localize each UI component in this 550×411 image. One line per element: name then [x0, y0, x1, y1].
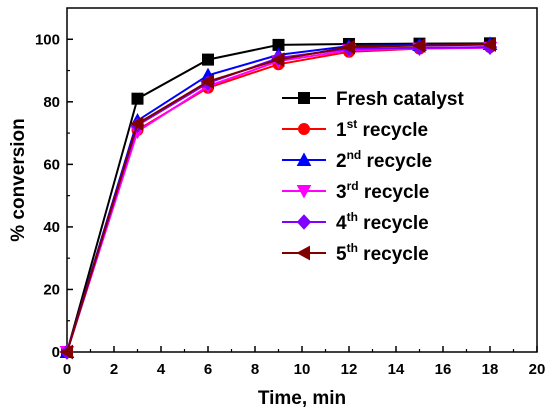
- x-tick-label: 0: [63, 361, 71, 378]
- legend: Fresh catalyst 1st recycle 2nd recycle 3rd …: [282, 89, 464, 265]
- x-tick-label: 18: [482, 361, 499, 378]
- data-point: [270, 52, 285, 67]
- legend-label: Fresh catalyst: [336, 89, 464, 110]
- data-point: [200, 74, 214, 89]
- x-tick-label: 14: [388, 361, 405, 378]
- data-point: [411, 38, 426, 53]
- series-5: [59, 37, 496, 360]
- x-tick-label: 4: [157, 361, 166, 378]
- x-tick-label: 6: [204, 361, 212, 378]
- y-tick-label: 0: [52, 344, 60, 361]
- x-tick-label: 2: [110, 361, 118, 378]
- data-point: [341, 39, 355, 55]
- legend-marker: [296, 245, 310, 261]
- legend-marker: [296, 185, 312, 199]
- legend-label: 5th recycle: [336, 241, 429, 265]
- legend-label: 2nd recycle: [336, 148, 432, 172]
- legend-item: 5th recycle: [282, 241, 429, 265]
- x-tick-label: 20: [529, 361, 546, 378]
- legend-label: 4th recycle: [336, 210, 429, 234]
- legend-item: 4th recycle: [282, 210, 429, 234]
- legend-item: Fresh catalyst: [282, 89, 464, 110]
- x-tick-label: 10: [294, 361, 311, 378]
- y-tick-label: 20: [43, 281, 60, 298]
- y-tick-label: 60: [43, 156, 60, 173]
- y-tick-label: 80: [43, 94, 60, 111]
- legend-marker: [296, 152, 312, 166]
- series-4: [59, 39, 498, 360]
- legend-label: 1st recycle: [336, 117, 428, 141]
- legend-label: 3rd recycle: [336, 179, 429, 203]
- data-point: [482, 37, 496, 52]
- legend-marker: [298, 123, 310, 135]
- legend-marker: [296, 214, 312, 230]
- series-2: [59, 36, 498, 358]
- x-axis: 0 2 4 6 8 10 12 14 16 18 20: [63, 346, 546, 378]
- data-point: [131, 92, 144, 105]
- legend-item: 3rd recycle: [282, 179, 429, 203]
- legend-item: 2nd recycle: [282, 148, 432, 172]
- y-tick-label: 100: [35, 31, 60, 48]
- x-tick-label: 16: [435, 361, 452, 378]
- data-point: [129, 116, 144, 132]
- x-tick-label: 12: [341, 361, 358, 378]
- x-tick-label: 8: [251, 361, 259, 378]
- y-axis-title: % conversion: [8, 118, 29, 242]
- data-point: [59, 344, 73, 360]
- y-tick-label: 40: [43, 219, 60, 236]
- series-layer: [59, 36, 498, 360]
- x-axis-title: Time, min: [258, 388, 346, 409]
- data-point: [202, 53, 214, 66]
- series-0: [61, 37, 496, 358]
- legend-item: 1st recycle: [282, 117, 428, 141]
- legend-marker: [298, 92, 310, 104]
